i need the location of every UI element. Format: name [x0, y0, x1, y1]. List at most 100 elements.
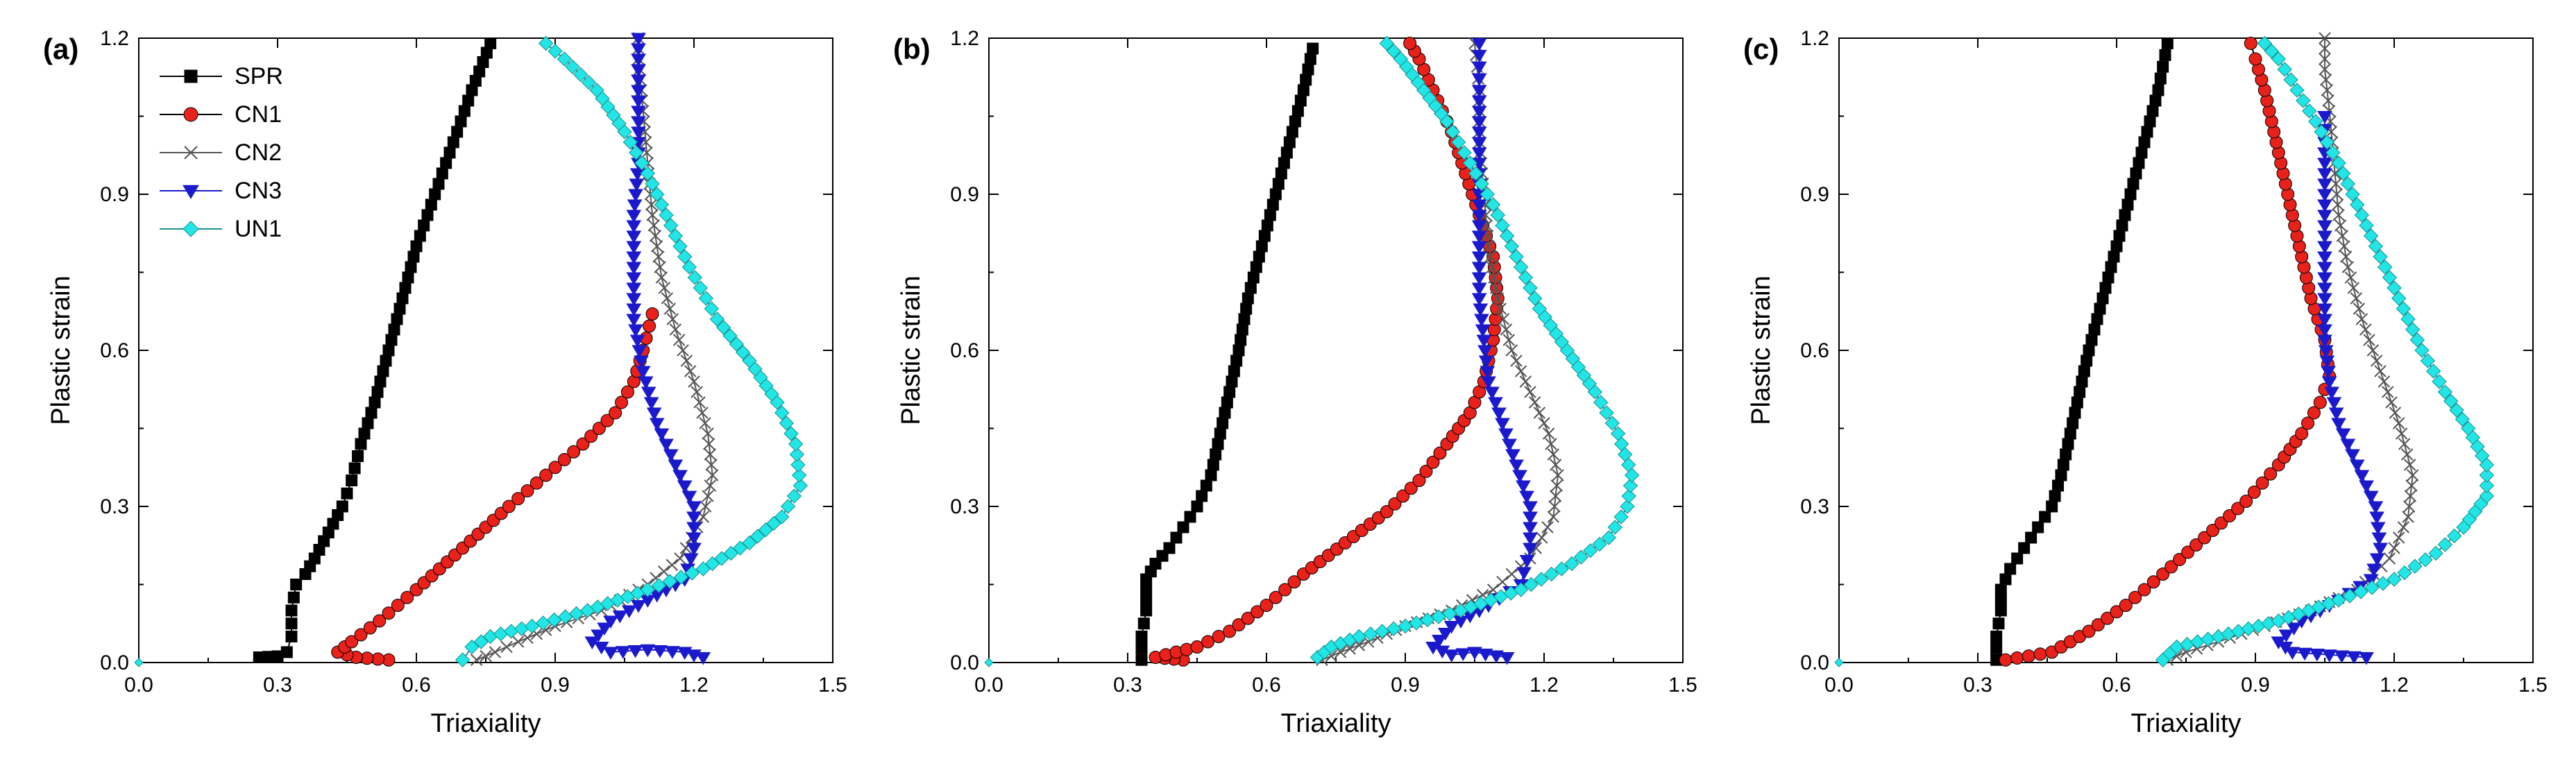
data-point: [432, 178, 445, 190]
y-tick-label: 1.2: [950, 27, 979, 50]
data-point: [1457, 145, 1472, 160]
data-point: [2052, 479, 2065, 492]
data-point: [2387, 572, 2402, 587]
data-point: [677, 480, 693, 493]
data-point: [410, 240, 423, 253]
y-axis-title: Plastic strain: [1747, 275, 1776, 425]
data-point: [1542, 427, 1555, 440]
data-point: [646, 407, 662, 420]
data-point: [1573, 549, 1589, 565]
data-point: [686, 501, 702, 514]
data-point: [2062, 438, 2074, 450]
data-point: [2314, 124, 2329, 139]
data-point: [2067, 417, 2079, 429]
data-point: [723, 545, 739, 561]
data-point: [346, 475, 358, 486]
data-point: [645, 198, 658, 211]
data-point: [2091, 618, 2105, 632]
data-point: [2400, 448, 2414, 461]
data-point: [699, 500, 712, 513]
data-point: [1514, 365, 1527, 377]
x-tick-label: 0.6: [402, 674, 431, 697]
data-point: [2091, 313, 2103, 325]
data-point: [1196, 490, 1208, 502]
data-point: [500, 640, 513, 654]
data-point: [698, 291, 714, 306]
data-point: [348, 462, 361, 475]
data-point: [385, 334, 398, 346]
data-point: [1538, 417, 1550, 429]
data-point: [2405, 479, 2418, 492]
data-point: [672, 239, 688, 254]
data-point: [1994, 583, 2007, 596]
data-point: [643, 319, 656, 333]
data-point: [2334, 650, 2350, 663]
data-point: [1513, 259, 1529, 275]
data-point: [2392, 531, 2405, 544]
data-point: [1235, 334, 1247, 346]
x-tick-label: 0.9: [1391, 674, 1420, 697]
data-point: [1212, 438, 1224, 450]
data-point: [615, 395, 629, 409]
x-tick-label: 0.3: [1963, 674, 1992, 697]
data-point: [704, 448, 717, 461]
x-axis-title: Triaxiality: [430, 709, 541, 738]
data-point: [1433, 446, 1447, 460]
series-un1: [2155, 35, 2495, 667]
data-point: [1450, 135, 1466, 150]
x-tick-label: 0.6: [1252, 674, 1281, 697]
data-point: [2146, 105, 2159, 117]
data-point: [628, 324, 643, 337]
y-tick-label: 0.6: [950, 339, 979, 362]
data-point: [622, 135, 638, 150]
data-point: [662, 574, 678, 589]
data-point: [2146, 575, 2160, 589]
data-point: [651, 578, 667, 593]
data-point: [2328, 407, 2344, 420]
data-point: [1219, 407, 1231, 419]
data-point: [2398, 438, 2411, 450]
data-point: [1404, 481, 1418, 495]
data-point: [1486, 261, 1499, 273]
data-point: [1280, 146, 1293, 159]
data-point: [388, 323, 400, 336]
data-point: [620, 385, 634, 399]
data-point: [567, 445, 581, 459]
x-tick-label: 0.3: [263, 674, 292, 697]
data-point: [2359, 218, 2374, 233]
data-point: [702, 490, 714, 502]
data-point: [2428, 545, 2443, 561]
data-point: [2397, 521, 2410, 533]
data-point: [673, 570, 689, 585]
data-point: [1221, 396, 1233, 409]
panel-label: (c): [1743, 33, 1779, 65]
series-cn1: [1149, 37, 1505, 667]
data-point: [684, 565, 700, 581]
data-point: [1533, 407, 1546, 419]
data-point: [591, 629, 607, 642]
data-point: [1223, 624, 1237, 638]
data-point: [2206, 524, 2220, 537]
data-point: [2105, 261, 2117, 273]
plot-frame: [988, 37, 1684, 663]
data-point: [634, 355, 649, 368]
data-point: [1419, 464, 1433, 478]
data-point: [1307, 42, 1319, 55]
data-point: [1191, 500, 1203, 513]
data-point: [1278, 157, 1290, 169]
data-point: [1190, 640, 1204, 654]
data-point: [645, 176, 660, 191]
data-point: [354, 628, 368, 642]
data-point: [2046, 500, 2058, 513]
data-point: [2338, 240, 2350, 253]
data-point: [1474, 176, 1489, 191]
series-cn1: [1999, 37, 2337, 667]
series-un1: [1310, 35, 1640, 665]
data-point: [2317, 111, 2332, 124]
data-point: [702, 427, 714, 440]
data-point: [1184, 511, 1196, 523]
data-point: [1489, 650, 1504, 663]
data-point: [631, 33, 646, 46]
data-point: [1488, 271, 1500, 284]
data-point: [2366, 344, 2380, 357]
